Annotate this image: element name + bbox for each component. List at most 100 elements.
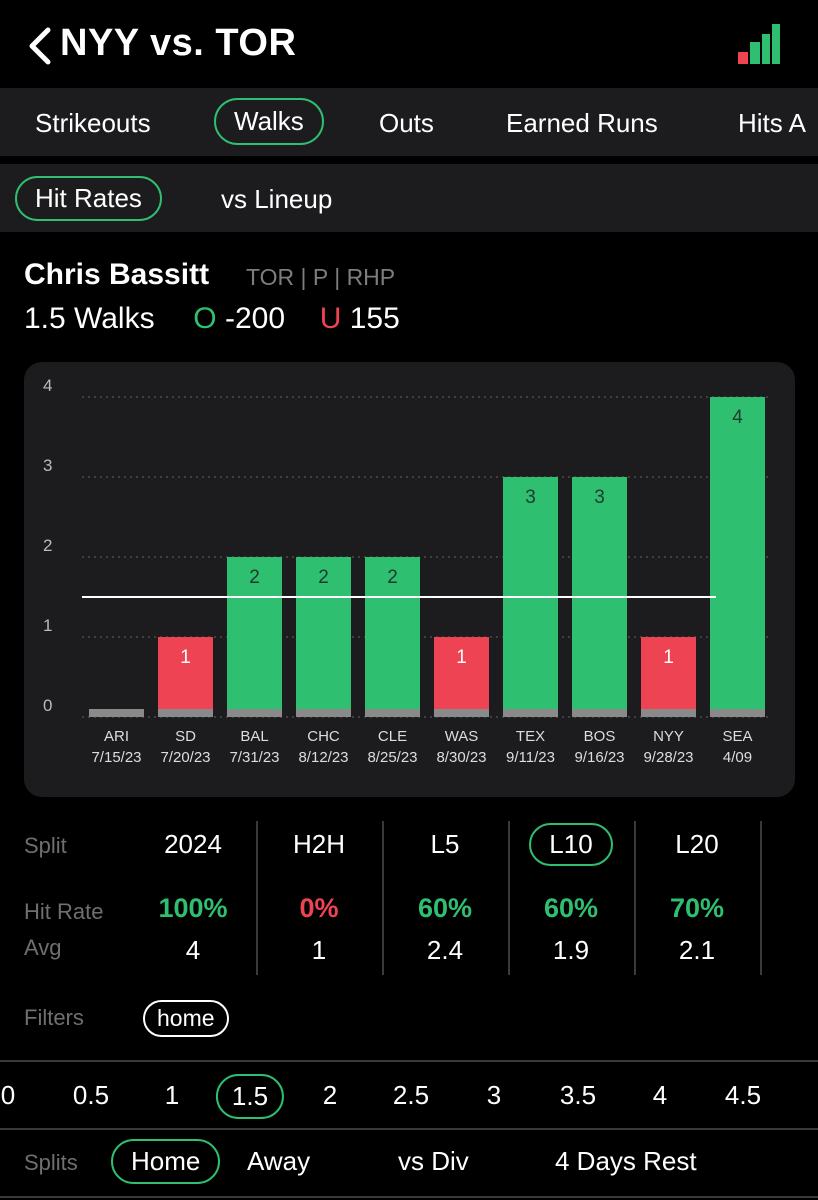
- y-tick-label: 2: [43, 536, 52, 555]
- bar: [710, 397, 765, 717]
- stat-tabs: Strikeouts Walks Outs Earned Runs Hits A: [0, 88, 818, 156]
- x-date-label: 9/16/23: [574, 749, 624, 766]
- over-symbol: O: [193, 302, 217, 335]
- split-vs-div[interactable]: vs Div: [398, 1146, 469, 1176]
- split-avg: 1: [311, 935, 327, 965]
- line-option[interactable]: 1.5: [215, 1074, 285, 1119]
- under-symbol: U: [319, 302, 342, 335]
- split-col-2024[interactable]: 2024 100% 4: [130, 815, 256, 975]
- bar-chart-icon[interactable]: [738, 24, 780, 64]
- bar-base: [434, 709, 489, 717]
- split-header: L5: [430, 829, 460, 859]
- splits-label: Splits: [24, 1150, 78, 1175]
- x-tick-label: TEX: [516, 728, 545, 745]
- filter-chip-home[interactable]: home: [143, 1000, 229, 1037]
- split-header: H2H: [292, 829, 345, 859]
- hit-rate-label: Hit Rate: [24, 899, 104, 924]
- bar-value-label: 1: [663, 647, 674, 668]
- bar-base: [158, 709, 213, 717]
- line-option[interactable]: 2: [322, 1080, 338, 1110]
- tab-hits-allowed[interactable]: Hits A: [738, 108, 806, 138]
- split-home[interactable]: Home: [111, 1139, 221, 1184]
- bar-value-label: 2: [318, 567, 329, 588]
- line-option[interactable]: 2.5: [392, 1080, 430, 1110]
- bar-value-label: 2: [387, 567, 398, 588]
- x-date-label: 4/09: [723, 749, 752, 766]
- y-tick-label: 4: [43, 376, 52, 395]
- divider: [0, 1196, 818, 1198]
- y-tick-label: 1: [43, 616, 52, 635]
- split-hit-rate: 60%: [543, 893, 599, 923]
- x-tick-label: SD: [175, 728, 196, 745]
- line-option[interactable]: 4: [652, 1080, 668, 1110]
- split-header: L10: [529, 823, 613, 866]
- tab-hit-rates[interactable]: Hit Rates: [15, 176, 162, 221]
- split-avg: 4: [185, 935, 201, 965]
- bar: [641, 637, 696, 717]
- x-tick-label: BAL: [240, 728, 268, 745]
- divider: [256, 821, 258, 975]
- bar-value-label: 1: [180, 647, 191, 668]
- line-option[interactable]: 0: [0, 1080, 16, 1110]
- bar-base: [572, 709, 627, 717]
- player-name: Chris Bassitt: [24, 258, 210, 291]
- filters-label: Filters: [24, 1005, 84, 1030]
- split-4-days-rest[interactable]: 4 Days Rest: [555, 1146, 697, 1176]
- split-col-l20[interactable]: L20 70% 2.1: [634, 815, 760, 975]
- x-date-label: 9/28/23: [643, 749, 693, 766]
- bar: [434, 637, 489, 717]
- y-tick-label: 0: [43, 696, 52, 715]
- over-odds: -200: [224, 302, 286, 335]
- line-option[interactable]: 3: [486, 1080, 502, 1110]
- x-date-label: 7/31/23: [229, 749, 279, 766]
- back-chevron-icon[interactable]: [26, 26, 54, 66]
- split-header-wrap: L10: [508, 823, 634, 866]
- bar-base: [227, 709, 282, 717]
- tab-outs[interactable]: Outs: [379, 108, 434, 138]
- x-date-label: 7/15/23: [91, 749, 141, 766]
- split-col-l10[interactable]: L10 60% 1.9: [508, 815, 634, 975]
- x-date-label: 8/12/23: [298, 749, 348, 766]
- split-col-h2h[interactable]: H2H 0% 1: [256, 815, 382, 975]
- line-option[interactable]: 0.5: [72, 1080, 110, 1110]
- bar-base: [89, 709, 144, 717]
- split-col-l5[interactable]: L5 60% 2.4: [382, 815, 508, 975]
- bar-value-label: 2: [249, 567, 260, 588]
- divider: [0, 1128, 818, 1130]
- bar-value-label: 3: [594, 487, 605, 508]
- player-meta: TOR | P | RHP: [246, 264, 396, 290]
- bar: [158, 637, 213, 717]
- x-date-label: 9/11/23: [506, 749, 555, 766]
- split-hit-rate: 0%: [299, 893, 339, 923]
- bar-base: [365, 709, 420, 717]
- split-header: L20: [675, 829, 719, 859]
- bar-chart: 0 1 2 3 4 ARI 7/15/23 1 SD 7/20/23 2 BAL 7/31/23 2 CHC…: [43, 376, 772, 766]
- prop-line-label: 1.5 Walks: [24, 302, 155, 335]
- x-tick-label: WAS: [445, 728, 479, 745]
- header: NYY vs. TOR: [0, 0, 818, 88]
- tab-strikeouts[interactable]: Strikeouts: [35, 108, 151, 138]
- page-title: NYY vs. TOR: [60, 22, 297, 64]
- bar-base: [503, 709, 558, 717]
- x-date-label: 8/25/23: [367, 749, 417, 766]
- split-avg: 2.1: [678, 935, 716, 965]
- bar-base: [296, 709, 351, 717]
- split-away[interactable]: Away: [247, 1146, 311, 1176]
- split-header: 2024: [164, 829, 222, 859]
- divider: [634, 821, 636, 975]
- divider: [0, 1060, 818, 1062]
- tab-walks[interactable]: Walks: [214, 98, 324, 145]
- x-tick-label: NYY: [653, 728, 684, 745]
- line-option[interactable]: 4.5: [724, 1080, 762, 1110]
- line-option[interactable]: 1: [164, 1080, 180, 1110]
- tab-earned-runs[interactable]: Earned Runs: [506, 108, 658, 138]
- divider: [508, 821, 510, 975]
- bar-base: [710, 709, 765, 717]
- bar: [296, 557, 351, 717]
- avg-label: Avg: [24, 935, 62, 960]
- bar-value-label: 4: [732, 407, 743, 428]
- line-option[interactable]: 3.5: [559, 1080, 597, 1110]
- tab-vs-lineup[interactable]: vs Lineup: [221, 184, 333, 214]
- bar-value-label: 1: [456, 647, 467, 668]
- hit-rate-chart: 0 1 2 3 4 ARI 7/15/23 1 SD 7/20/23 2 BAL 7/31/23 2 CHC…: [24, 362, 795, 797]
